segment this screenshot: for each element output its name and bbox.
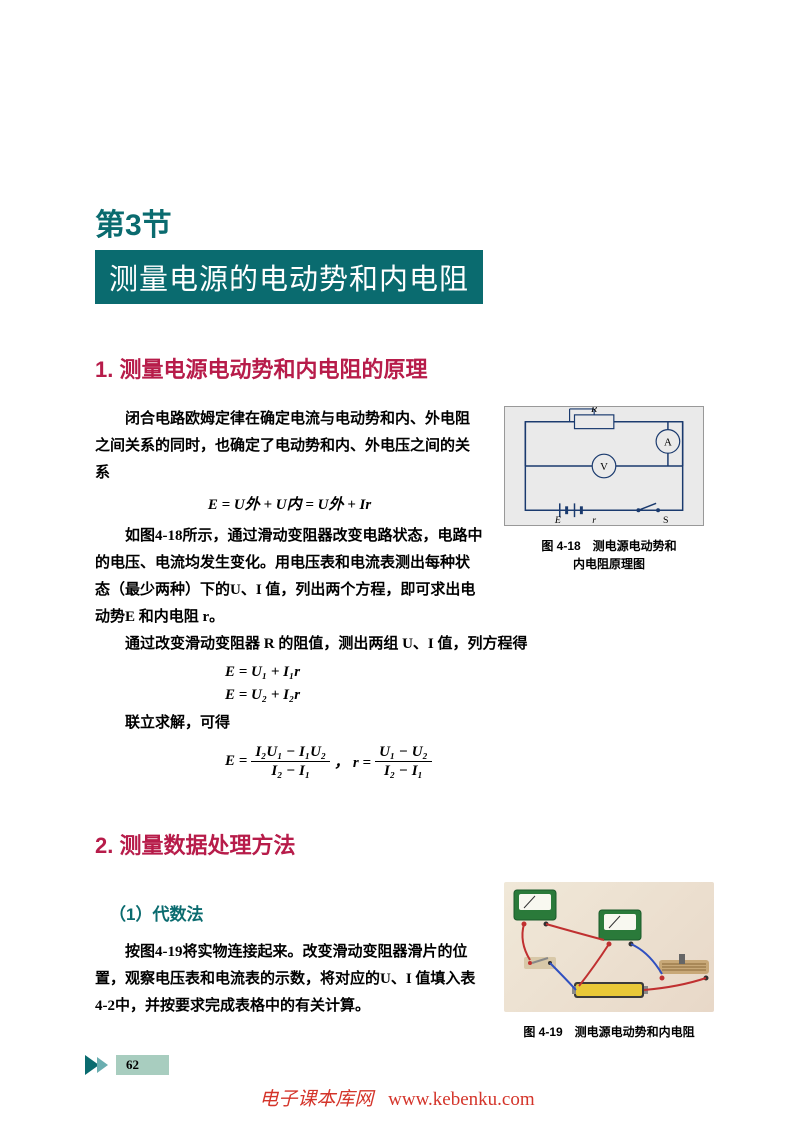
text-column-2: （1）代数法 按图4-19将实物连接起来。改变滑动变阻器滑片的位置，观察电压表和… bbox=[95, 882, 484, 1041]
section-number: 第3节 bbox=[95, 200, 714, 244]
heading-principle: 1. 测量电源电动势和内电阻的原理 bbox=[95, 352, 714, 384]
section-title: 测量电源的电动势和内电阻 bbox=[95, 250, 483, 304]
figure-1-caption: 图 4-18 测电源电动势和 内电阻原理图 bbox=[504, 537, 714, 573]
section-header: 第3节 测量电源的电动势和内电阻 bbox=[95, 200, 714, 304]
svg-text:r: r bbox=[592, 515, 596, 526]
svg-text:A: A bbox=[664, 436, 672, 448]
circuit-diagram-icon: R A V E r S bbox=[504, 406, 704, 526]
svg-text:E: E bbox=[554, 515, 561, 526]
content-row-1: 闭合电路欧姆定律在确定电流与电动势和内、外电阻之间关系的同时，也确定了电动势和内… bbox=[95, 406, 714, 631]
experiment-photo-icon bbox=[504, 882, 714, 1012]
equation-1: E = U外 + U内 = U外 + Ir bbox=[95, 493, 484, 517]
heading-methods: 2. 测量数据处理方法 bbox=[95, 828, 714, 860]
paragraph-2: 如图4-18所示，通过滑动变阻器改变电路状态，电路中的电压、电流均发生变化。用电… bbox=[95, 523, 484, 631]
equation-4: E = I₂U₁ − I₁U₂ I₂ − I₁ ， r = U₁ − U₂ I₂… bbox=[225, 743, 714, 780]
content-row-2: （1）代数法 按图4-19将实物连接起来。改变滑动变阻器滑片的位置，观察电压表和… bbox=[95, 882, 714, 1041]
svg-text:V: V bbox=[600, 461, 608, 473]
figure-2: 图 4-19 测电源电动势和内电阻 bbox=[504, 882, 714, 1041]
paragraph-5: 按图4-19将实物连接起来。改变滑动变阻器滑片的位置，观察电压表和电流表的示数，… bbox=[95, 939, 484, 1020]
page-arrow-icon-2 bbox=[97, 1057, 108, 1073]
equation-2: E = U₁ + I₁r bbox=[225, 664, 714, 681]
svg-text:R: R bbox=[590, 406, 597, 415]
svg-text:S: S bbox=[663, 515, 668, 526]
equation-3: E = U₂ + I₂r bbox=[225, 687, 714, 704]
text-column: 闭合电路欧姆定律在确定电流与电动势和内、外电阻之间关系的同时，也确定了电动势和内… bbox=[95, 406, 484, 631]
paragraph-3: 通过改变滑动变阻器 R 的阻值，测出两组 U、I 值，列方程得 bbox=[95, 631, 714, 658]
watermark: 电子课本库网 www.kebenku.com bbox=[259, 1084, 534, 1111]
figure-2-caption: 图 4-19 测电源电动势和内电阻 bbox=[504, 1023, 714, 1041]
subheading-algebra: （1）代数法 bbox=[109, 900, 484, 925]
figure-1: R A V E r S bbox=[504, 406, 714, 631]
paragraph-4: 联立求解，可得 bbox=[95, 710, 714, 737]
page-number: 62 bbox=[116, 1055, 169, 1075]
page-footer: 62 bbox=[85, 1055, 169, 1075]
paragraph-1: 闭合电路欧姆定律在确定电流与电动势和内、外电阻之间关系的同时，也确定了电动势和内… bbox=[95, 406, 484, 487]
